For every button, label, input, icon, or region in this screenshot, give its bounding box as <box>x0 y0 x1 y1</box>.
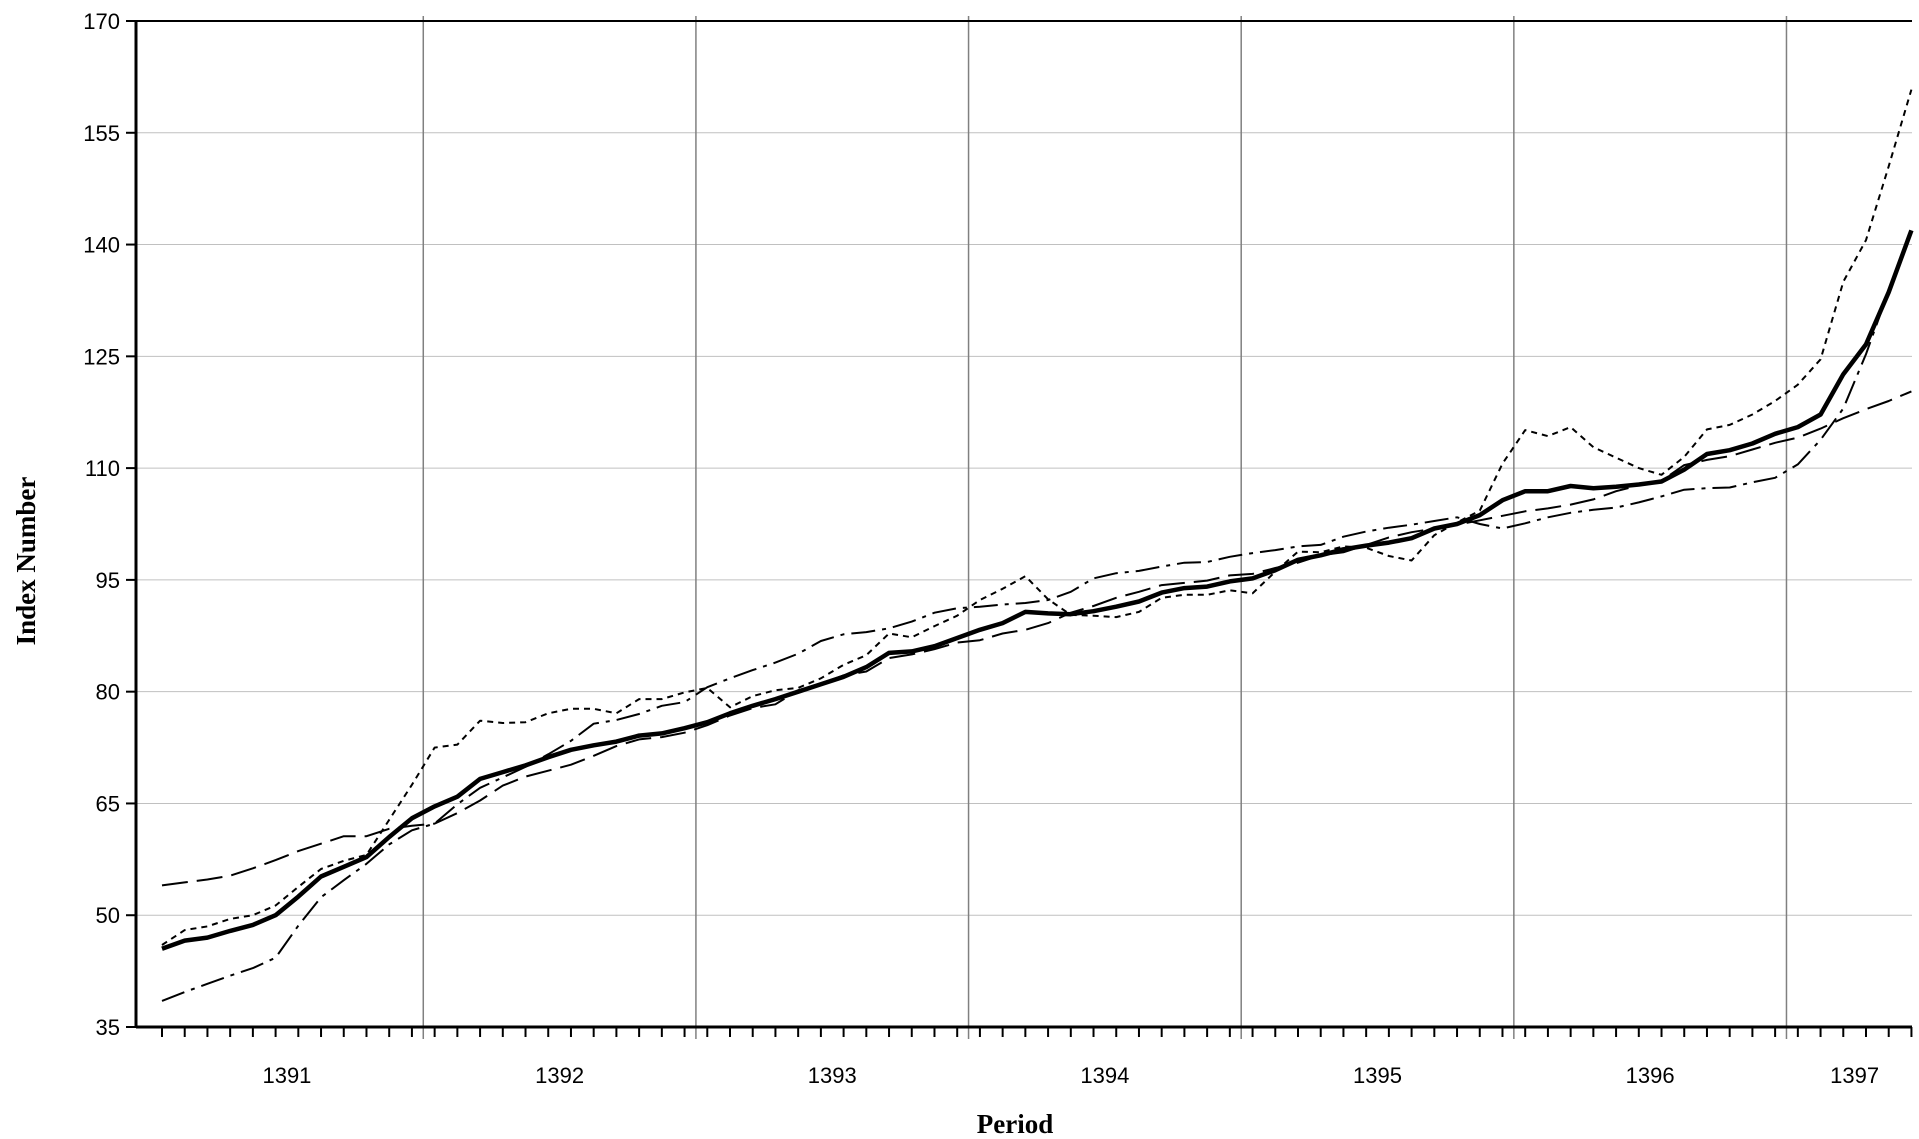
y-tick-label: 155 <box>83 121 120 146</box>
data-series <box>161 89 1914 1002</box>
x-year-label: 1394 <box>1080 1063 1129 1088</box>
horizontal-gridlines <box>136 20 1912 916</box>
y-axis-title: Index Number <box>11 477 41 646</box>
x-year-label: 1393 <box>808 1063 857 1088</box>
y-tick-label: 170 <box>83 9 120 34</box>
year-separators <box>422 16 1788 1039</box>
x-axis-title: Period <box>977 1109 1053 1139</box>
x-year-label: 1395 <box>1353 1063 1402 1088</box>
x-year-label: 1391 <box>262 1063 311 1088</box>
x-year-label: 1397 <box>1830 1063 1879 1088</box>
y-tick-label: 50 <box>96 903 120 928</box>
y-tick-label: 140 <box>83 233 120 258</box>
axes <box>126 20 1913 1037</box>
y-tick-label: 110 <box>85 456 120 481</box>
x-year-label: 1396 <box>1626 1063 1675 1088</box>
y-tick-label: 95 <box>96 568 120 593</box>
x-year-label: 1392 <box>535 1063 584 1088</box>
tick-labels: 35 50 65 80 95 110 125 140 155 170 1391 1392 1393 139… <box>83 9 1879 1088</box>
y-tick-label: 80 <box>96 680 120 705</box>
series-line-dash-dot <box>161 290 1890 1002</box>
y-tick-label: 125 <box>83 344 120 369</box>
series-line-short-dash <box>161 89 1913 946</box>
series-line-long-dash <box>161 390 1912 887</box>
series-line-solid-bold <box>161 229 1914 951</box>
y-tick-label: 65 <box>96 791 120 816</box>
y-tick-label: 35 <box>96 1015 120 1040</box>
